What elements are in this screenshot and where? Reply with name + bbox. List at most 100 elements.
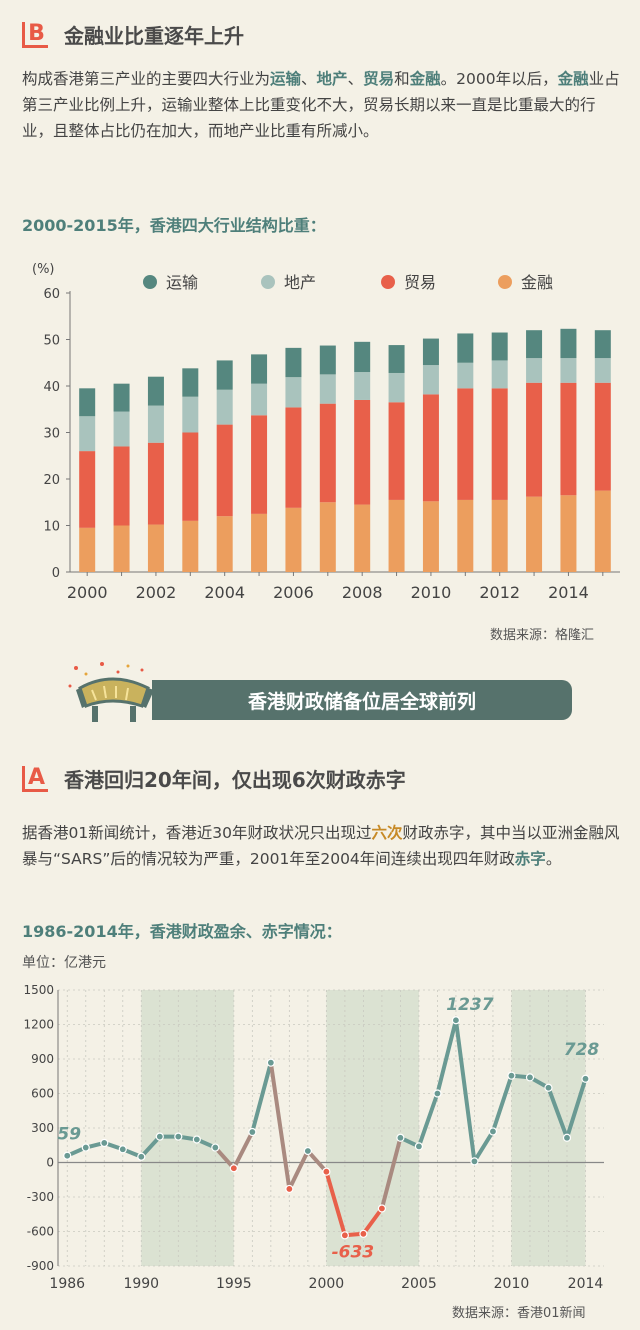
bar-segment (526, 496, 543, 572)
bar-segment (216, 389, 233, 425)
bar-segment (319, 502, 336, 572)
data-point (100, 1138, 109, 1148)
x-tick-label: 2006 (273, 583, 314, 602)
bar-segment (594, 382, 611, 491)
x-tick-label: 2002 (136, 583, 177, 602)
bar-segment (113, 383, 130, 412)
bar-segment (113, 446, 130, 526)
data-point (155, 1132, 164, 1141)
line-segment (416, 1091, 440, 1149)
data-point (525, 1073, 535, 1082)
bar-chart-source: 数据来源：格隆汇 (490, 628, 595, 643)
section-a-paragraph: 据香港01新闻统计，香港近30年财政状况只出现过六次财政赤字，其中当以亚洲金融风… (22, 820, 622, 872)
bar-segment (354, 372, 371, 400)
line-segment (472, 1129, 495, 1164)
bar-segment (457, 362, 474, 389)
bar-segment (182, 368, 199, 397)
data-point (414, 1142, 424, 1151)
line-segment (305, 1149, 329, 1174)
bar-segment (594, 358, 611, 383)
bar-segment (526, 330, 543, 359)
y-tick-label: -300 (27, 1190, 54, 1204)
data-label: 59 (57, 1125, 81, 1145)
line-segment (379, 1135, 403, 1211)
data-point (81, 1143, 90, 1152)
para-text: 。2000年以后， (440, 70, 558, 88)
section-b-paragraph: 构成香港第三产业的主要四大行业为运输、地产、贸易和金融。2000年以后，金融业占… (22, 66, 622, 144)
data-point (562, 1133, 572, 1142)
line-segment (361, 1206, 384, 1236)
para-text: 构成香港第三产业的主要四大行业为 (22, 70, 271, 88)
data-point (507, 1071, 516, 1080)
bar-segment (79, 451, 96, 528)
data-point (377, 1204, 386, 1213)
bar-segment (560, 382, 577, 496)
bar-segment (491, 499, 508, 572)
bar-segment (182, 432, 199, 521)
bar-segment (216, 360, 233, 390)
bar-segment (147, 524, 164, 572)
legend-swatch (381, 275, 395, 289)
bar-segment (560, 495, 577, 572)
keyword-finance: 金融 (409, 70, 441, 88)
bar-segment (319, 403, 336, 503)
line-segment (453, 1018, 477, 1164)
data-point (470, 1157, 479, 1166)
x-tick-label: 2000 (309, 1276, 345, 1292)
line-segment (324, 1169, 347, 1238)
line-segment (435, 1018, 458, 1096)
bar-segment (319, 374, 336, 404)
y-tick-label: 300 (31, 1121, 54, 1135)
line-chart: -900 -600 -300 0 300 600 900 1200 1500 1986 1990 19… (23, 983, 604, 1292)
legend-label: 贸易 (404, 273, 436, 292)
bar-segment (251, 513, 268, 572)
y-tick-label: 0 (46, 1156, 54, 1170)
data-point (118, 1145, 127, 1154)
y-tick-label: -600 (27, 1225, 54, 1239)
line-chart-title: 1986-2014年，香港财政盈余、赤字情况： (22, 922, 342, 941)
legend-label: 运输 (166, 273, 198, 292)
para-text: 财政赤字，其中当以亚洲金融风暴与“SARS”后的情况较为严重，2001年至200… (22, 824, 620, 868)
bar-segment (388, 402, 405, 500)
bar-segment (422, 338, 439, 366)
section-a-title: 香港回归20年间，仅出现6次财政赤字 (64, 768, 406, 792)
y-tick-label: 1200 (23, 1018, 54, 1032)
line-segment (287, 1149, 310, 1191)
data-point (174, 1132, 183, 1141)
legend-swatch (261, 275, 275, 289)
data-point (63, 1151, 72, 1160)
bar-segment (457, 333, 474, 363)
line-segment (250, 1060, 273, 1135)
bar-segment (285, 377, 302, 408)
bar-segment (319, 345, 336, 375)
line-segment (231, 1130, 255, 1171)
data-point (433, 1089, 442, 1098)
bar-segment (560, 328, 577, 359)
x-tick-label: 2000 (67, 583, 108, 602)
bar-segment (594, 490, 611, 572)
para-text: 、 (301, 70, 317, 88)
bar-chart-title: 2000-2015年，香港四大行业结构比重： (22, 216, 326, 235)
line-segment (490, 1073, 514, 1134)
data-point (451, 1016, 461, 1025)
bar-segment (285, 507, 302, 572)
x-tick-label: 2014 (568, 1276, 604, 1292)
bar-segment (388, 499, 405, 572)
y-tick-label: 30 (43, 427, 60, 442)
bar-segment (251, 415, 268, 514)
line-segment (564, 1076, 588, 1140)
section-b-header: B 金融业比重逐年上升 (22, 20, 244, 49)
bar-segment (216, 516, 233, 572)
bar-segment (182, 396, 199, 433)
x-tick-label: 1990 (123, 1276, 159, 1292)
keyword-finance-2: 金融 (557, 70, 589, 88)
section-b-title: 金融业比重逐年上升 (64, 24, 244, 48)
legend-label: 金融 (521, 273, 553, 292)
data-point (544, 1083, 553, 1092)
legend-label: 地产 (284, 273, 316, 292)
line-segment (268, 1060, 292, 1191)
bar-segment (457, 388, 474, 500)
data-point (396, 1133, 405, 1142)
data-label: -633 (332, 1242, 375, 1262)
line-chart-source: 数据来源：香港01新闻 (452, 1306, 586, 1321)
